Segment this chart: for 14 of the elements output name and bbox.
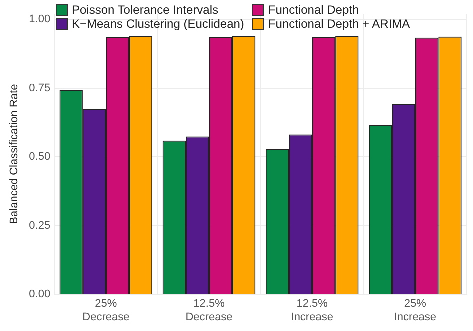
y-tick-label: 1.00 <box>29 14 51 26</box>
y-tick-label: 0.50 <box>29 151 51 164</box>
y-tick-label: 0.75 <box>29 82 51 94</box>
legend-label: Functional Depth + ARIMA <box>267 17 410 31</box>
x-tick-label: 25% Increase <box>394 298 437 324</box>
legend-label: K−Means Clustering (Euclidean) <box>71 17 244 31</box>
legend-label: Poisson Tolerance Intervals <box>71 3 220 17</box>
legend-label: Functional Depth <box>267 3 360 17</box>
y-tick-label: 0.25 <box>29 220 51 232</box>
x-tick-label: 12.5% Increase <box>291 298 334 324</box>
y-tick-label: 0.00 <box>29 288 51 301</box>
y-axis-title: Balanced Classification Rate <box>8 84 21 224</box>
x-tick-label: 25% Decrease <box>82 298 130 324</box>
x-tick-label: 12.5% Decrease <box>186 298 233 324</box>
